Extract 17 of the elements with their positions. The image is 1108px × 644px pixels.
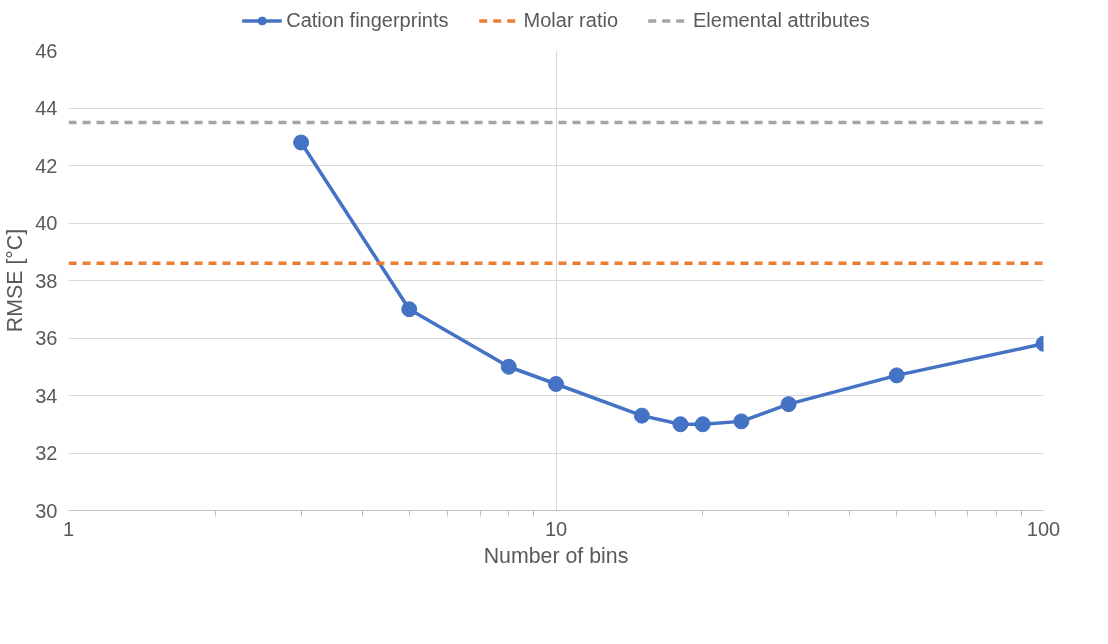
y-tick-label: 32: [35, 442, 58, 464]
y-tick-label: 34: [35, 384, 58, 407]
y-axis-title: RMSE [°C]: [3, 228, 28, 333]
y-tick-label: 42: [35, 154, 58, 177]
x-tick-label: 100: [1026, 517, 1061, 540]
x-tick-label: 10: [544, 517, 568, 540]
y-tick-label: 46: [35, 39, 58, 62]
x-axis-title: Number of bins: [483, 543, 629, 568]
y-tick-label: 36: [35, 327, 58, 349]
y-tick-label: 44: [35, 97, 58, 119]
y-tick-label: 38: [35, 269, 58, 292]
legend-label: Cation fingerprints: [286, 8, 449, 32]
legend-label: Elemental attributes: [693, 8, 870, 32]
y-tick-label: 40: [35, 212, 58, 234]
y-tick-label: 30: [35, 499, 58, 522]
legend-label: Molar ratio: [523, 8, 619, 32]
x-tick-label: 1: [62, 517, 75, 540]
